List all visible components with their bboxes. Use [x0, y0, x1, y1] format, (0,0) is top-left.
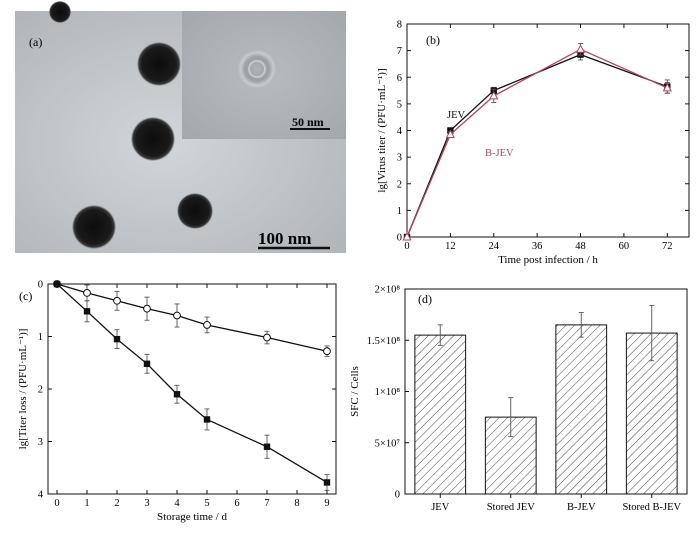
bar — [555, 324, 608, 495]
data-point-2 — [662, 82, 672, 92]
nanoparticle — [177, 193, 213, 229]
panel-a-label: (a) — [29, 35, 42, 49]
x-tick-label: 8 — [294, 498, 299, 509]
data-point-1 — [203, 321, 211, 329]
x-tick-label: 3 — [144, 498, 149, 509]
series-label: JEV — [447, 110, 466, 121]
y-tick-label: 6 — [397, 73, 402, 84]
x-axis-label: Storage time / d — [157, 511, 227, 523]
y-tick-label: 0 — [397, 233, 402, 244]
y-tick-label: 4 — [38, 490, 44, 501]
y-axis-label: lg[Virus titer / (PFU·mL⁻¹)] — [376, 68, 388, 192]
panel-a-micrograph: (a) 50 nm 100 nm — [15, 1, 346, 253]
data-point-2 — [203, 416, 211, 423]
y-axis-label: SFC / Cells — [349, 366, 361, 417]
data-point-2 — [489, 90, 499, 100]
y-tick-label: 3 — [397, 153, 402, 164]
nanoparticle — [131, 117, 175, 161]
data-point-1 — [173, 311, 181, 320]
x-tick-label: 0 — [54, 498, 59, 509]
panel-b-label: (b) — [426, 33, 440, 47]
x-tick-label: 0 — [404, 241, 409, 252]
data-point-2 — [173, 391, 181, 398]
x-tick-label: 2 — [114, 498, 119, 509]
y-tick-label: 2×10⁸ — [375, 285, 401, 296]
series-line-1 — [56, 283, 328, 352]
main-scale-label: 100 nm — [258, 229, 311, 248]
category-label: JEV — [431, 502, 450, 513]
y-tick-label: 0 — [38, 280, 43, 291]
x-tick-label: 72 — [662, 241, 673, 252]
x-tick-label: 60 — [619, 241, 630, 252]
data-point-2 — [83, 308, 91, 315]
x-tick-label: 1 — [84, 498, 89, 509]
y-tick-label: 5×10⁷ — [375, 438, 401, 449]
data-point-2 — [143, 360, 151, 367]
y-tick-label: 8 — [397, 20, 402, 31]
panel-d-label: (d) — [418, 292, 432, 306]
inset-virion — [235, 47, 279, 91]
x-tick-label: 7 — [264, 498, 269, 509]
category-label: Stored B-JEV — [622, 502, 681, 513]
x-tick-label: 12 — [445, 241, 456, 252]
x-tick-label: 48 — [575, 241, 586, 252]
x-tick-label: 5 — [204, 498, 209, 509]
y-tick-label: 4 — [397, 126, 403, 137]
category-label: Stored JEV — [487, 502, 536, 513]
y-tick-label: 7 — [397, 46, 402, 57]
panel-c-label: (c) — [19, 289, 32, 303]
series-line-2 — [56, 283, 328, 484]
data-point-1 — [83, 289, 91, 297]
data-point-1 — [143, 304, 151, 313]
data-point-2 — [575, 44, 586, 53]
y-tick-label: 0 — [395, 490, 400, 501]
chart-d: 0 5×10⁷ 1×10⁸ 1.5×10⁸ 2×10⁸ SFC / Cells JEV Sto… — [349, 285, 688, 513]
y-tick-label: 5 — [397, 99, 402, 110]
y-tick-label: 2 — [38, 385, 43, 396]
data-point-2 — [113, 335, 121, 343]
y-tick-label: 1 — [397, 206, 402, 217]
y-tick-label: 3 — [38, 437, 43, 448]
nanoparticle — [137, 42, 181, 86]
x-tick-label: 36 — [532, 241, 543, 252]
x-tick-label: 6 — [234, 498, 239, 509]
y-tick-label: 1 — [38, 332, 43, 343]
data-point-2 — [445, 129, 456, 138]
x-tick-label: 9 — [324, 498, 329, 509]
series-line-2 — [406, 48, 668, 238]
x-axis-label: Time post infection / h — [498, 254, 598, 266]
data-point-2 — [402, 231, 412, 241]
data-point-1 — [323, 347, 331, 356]
inset-virion-core — [248, 60, 266, 78]
data-point-2 — [53, 280, 61, 288]
series-label: B-JEV — [485, 148, 514, 159]
data-point-1 — [113, 296, 121, 305]
data-point-1 — [263, 333, 271, 342]
inset-scale-label: 50 nm — [292, 115, 324, 129]
data-point-2 — [263, 443, 271, 450]
y-tick-label: 1.5×10⁸ — [367, 336, 401, 347]
y-tick-label: 1×10⁸ — [375, 387, 401, 398]
chart-c: 0 1 2 3 4 5 6 7 8 9 0 1 2 3 4 Storage time / d lg[Titer … — [17, 280, 337, 523]
nanoparticle — [49, 1, 71, 23]
bar — [414, 334, 467, 495]
y-tick-label: 2 — [397, 179, 402, 190]
x-tick-label: 4 — [174, 498, 180, 509]
x-tick-label: 24 — [489, 241, 500, 252]
data-point-2 — [323, 479, 331, 486]
y-axis-label: lg[Titer loss / (PFU·mL⁻¹)] — [17, 329, 29, 450]
category-label: B-JEV — [567, 502, 596, 513]
nanoparticle — [72, 205, 116, 249]
